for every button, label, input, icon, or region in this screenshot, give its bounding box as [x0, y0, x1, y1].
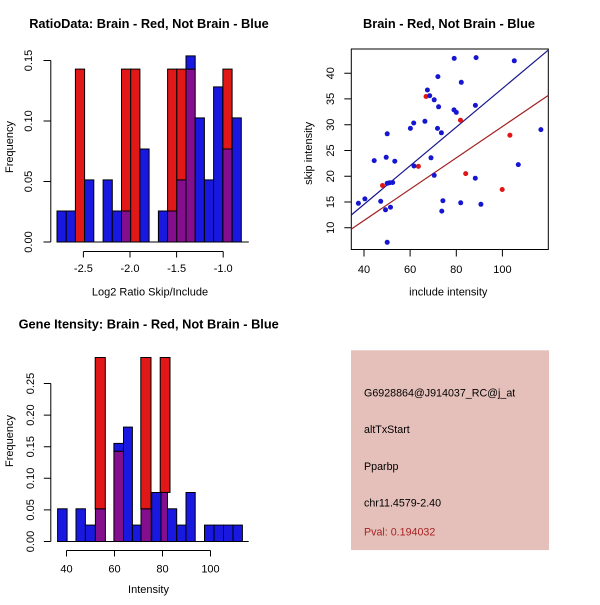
svg-text:15: 15 [325, 196, 337, 208]
svg-text:G6928864@J914037_RC@j_at: G6928864@J914037_RC@j_at [364, 388, 515, 400]
svg-text:include intensity: include intensity [409, 287, 488, 299]
svg-text:30: 30 [325, 119, 337, 131]
svg-text:skip intensity: skip intensity [303, 121, 315, 184]
svg-text:0.00: 0.00 [25, 531, 37, 552]
svg-text:chr11.4579-2.40: chr11.4579-2.40 [364, 498, 441, 510]
svg-text:0.10: 0.10 [23, 110, 35, 131]
svg-text:40: 40 [358, 264, 370, 276]
svg-text:0.20: 0.20 [25, 404, 37, 425]
svg-text:60: 60 [404, 264, 416, 276]
svg-text:100: 100 [493, 264, 511, 276]
svg-text:0.05: 0.05 [25, 499, 37, 520]
svg-text:0.00: 0.00 [23, 231, 35, 252]
svg-text:60: 60 [108, 564, 120, 576]
svg-text:0.15: 0.15 [23, 50, 35, 71]
svg-text:Frequency: Frequency [4, 121, 16, 173]
svg-text:Pval: 0.194032: Pval: 0.194032 [364, 527, 435, 539]
svg-text:Intensity: Intensity [128, 584, 169, 596]
svg-text:0.25: 0.25 [25, 373, 37, 394]
svg-text:Brain - Red, Not Brain - Blue: Brain - Red, Not Brain - Blue [363, 16, 535, 31]
svg-text:-1.5: -1.5 [167, 263, 186, 275]
svg-text:35: 35 [325, 93, 337, 105]
svg-text:0.05: 0.05 [23, 171, 35, 192]
svg-text:Pparbp: Pparbp [364, 461, 399, 473]
svg-text:20: 20 [325, 170, 337, 182]
svg-text:40: 40 [60, 564, 72, 576]
svg-text:Gene Itensity: Brain - Red, No: Gene Itensity: Brain - Red, Not Brain - … [19, 317, 279, 332]
svg-text:-2.5: -2.5 [74, 263, 93, 275]
svg-text:Log2 Ratio Skip/Include: Log2 Ratio Skip/Include [92, 287, 208, 299]
svg-text:25: 25 [325, 144, 337, 156]
svg-text:0.10: 0.10 [25, 468, 37, 489]
svg-text:RatioData: Brain - Red, Not Br: RatioData: Brain - Red, Not Brain - Blue [29, 16, 269, 31]
svg-text:40: 40 [325, 67, 337, 79]
svg-text:10: 10 [325, 222, 337, 234]
svg-text:altTxStart: altTxStart [364, 424, 410, 436]
svg-text:Frequency: Frequency [4, 415, 16, 467]
svg-text:80: 80 [450, 264, 462, 276]
svg-text:-1.0: -1.0 [214, 263, 233, 275]
svg-text:80: 80 [156, 564, 168, 576]
svg-text:100: 100 [201, 564, 219, 576]
svg-text:-2.0: -2.0 [121, 263, 140, 275]
svg-text:0.15: 0.15 [25, 436, 37, 457]
